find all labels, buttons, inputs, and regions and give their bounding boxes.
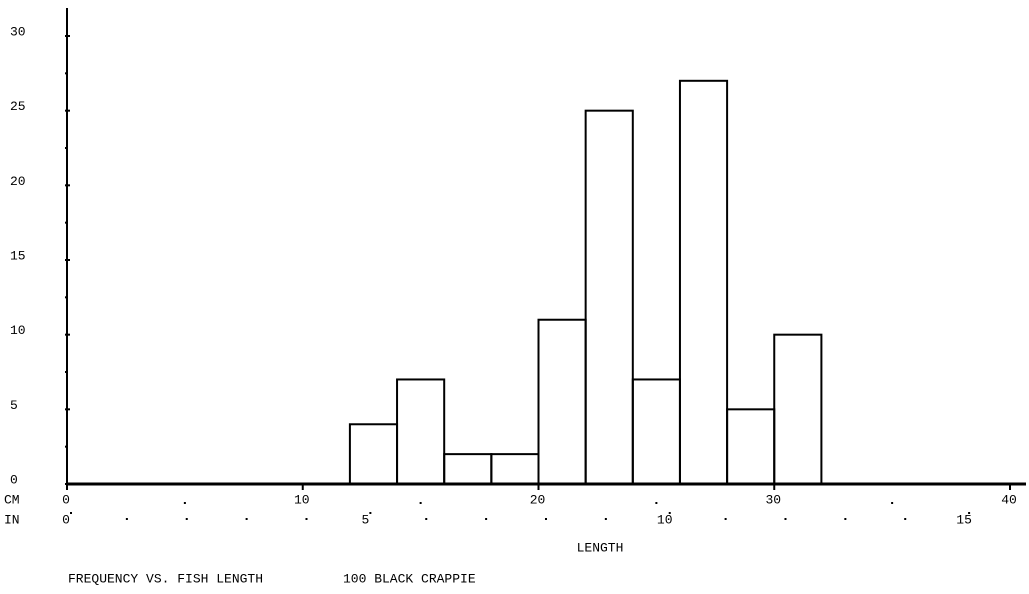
bar [584,109,634,486]
x-minor-tick [655,502,658,504]
x-axis-label: LENGTH [577,540,624,555]
y-tick-label: 10 [10,323,26,338]
x-tick-label: 40 [1001,492,1017,507]
x2-minor-tick [305,518,308,520]
x2-tick [668,512,671,514]
x2-tick-label: 5 [361,512,369,527]
x-minor-tick [419,502,422,504]
bar [773,333,823,485]
chart-title: FREQUENCY VS. FISH LENGTH [68,571,263,586]
x2-minor-tick [904,518,907,520]
x2-tick-label: 15 [956,512,972,527]
y-tick-label: 15 [10,248,26,263]
x-unit: CM [4,492,20,507]
x2-unit: IN [4,512,20,527]
x2-tick-label: 10 [657,512,673,527]
x2-minor-tick [544,518,547,520]
x2-minor-tick [425,518,428,520]
x2-minor-tick [724,518,727,520]
x-tick-label: 20 [530,492,546,507]
y-tick-label: 30 [10,24,26,39]
x-minor-tick [183,502,186,504]
x-tick-label: 30 [765,492,781,507]
x2-minor-tick [185,518,188,520]
bar [396,378,446,486]
x2-minor-tick [604,518,607,520]
y-tick-label: 5 [10,398,18,413]
y-tick-label: 0 [10,472,18,487]
x2-tick [70,512,72,514]
x2-minor-tick [245,518,248,520]
x2-tick [369,512,372,514]
y-tick-label: 25 [10,99,26,114]
x2-minor-tick [784,518,787,520]
chart-subtitle: 100 BLACK CRAPPIE [343,571,476,586]
x2-tick [968,512,971,514]
x-minor-tick [891,502,894,504]
bar [678,79,729,486]
x2-tick-label: 0 [62,512,70,527]
x2-minor-tick [125,518,128,520]
x-tick-label: 10 [294,492,310,507]
y-tick-label: 20 [10,174,26,189]
x2-minor-tick [485,518,488,520]
x-tick-label: 0 [62,492,70,507]
x2-minor-tick [844,518,847,520]
